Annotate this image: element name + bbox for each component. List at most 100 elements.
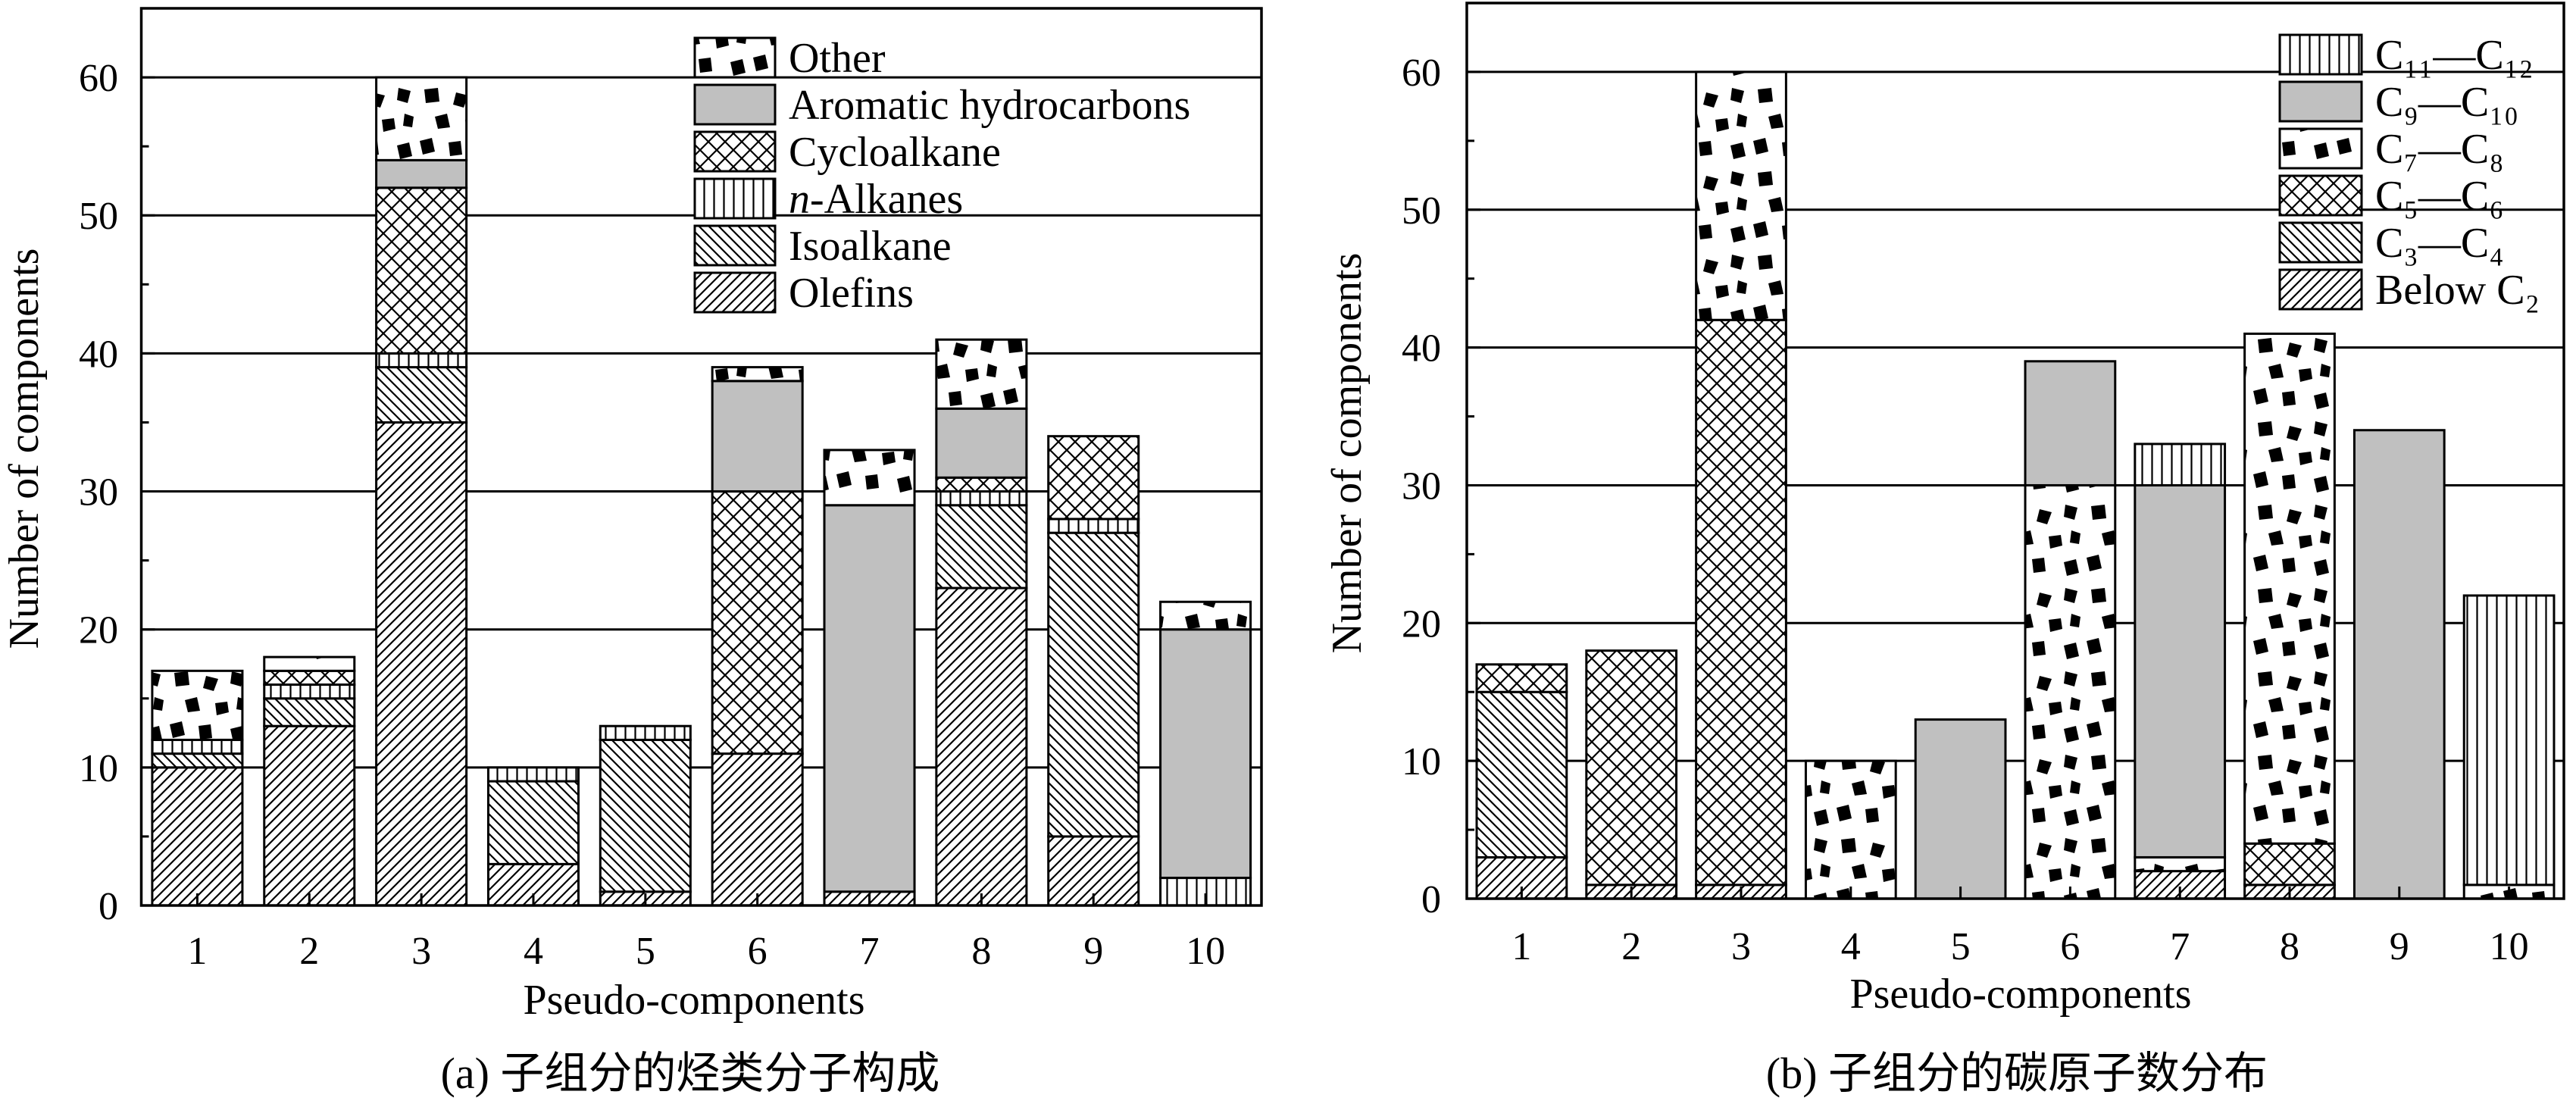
bar-segment-aromatic-hydrocarbons-7 bbox=[823, 504, 916, 893]
x-tick-label: 5 bbox=[1951, 925, 1971, 968]
bar-segment-c5-c6-1 bbox=[1475, 663, 1568, 693]
bar-segment-other-8 bbox=[935, 338, 1028, 410]
bar-segment-other-10 bbox=[1159, 600, 1252, 631]
chart-b: 1 2 3 4 5 6 7 8 9 10 0 10 20 30 40 50 60 C₁₁—C₁₂C₉—C₁₀C₇… bbox=[1324, 2, 2565, 1098]
legend-swatch-aromatic-hydrocarbons bbox=[693, 83, 777, 126]
y-tick-label: 50 bbox=[79, 195, 118, 238]
x-tick-label: 10 bbox=[2490, 925, 2529, 968]
bar-segment-n-alkanes-1 bbox=[151, 738, 244, 755]
bar-segment-isoalkane-5 bbox=[599, 738, 692, 893]
bar-segment-cycloalkane-3 bbox=[375, 186, 468, 355]
bar-segment-n-alkanes-5 bbox=[599, 724, 692, 741]
x-tick-label: 4 bbox=[1841, 925, 1861, 968]
y-tick-label: 30 bbox=[1402, 464, 1441, 508]
bar-segment-c7-c8-7 bbox=[2134, 855, 2227, 873]
y-axis-label: Number of components bbox=[1, 249, 48, 649]
legend-swatch-other bbox=[693, 36, 777, 79]
bar-segment-c7-c8-4 bbox=[1804, 759, 1897, 900]
bar-segment-n-alkanes-3 bbox=[375, 352, 468, 369]
bar-segment-c5-c6-2 bbox=[1585, 649, 1678, 887]
y-tick-label: 50 bbox=[1402, 189, 1441, 233]
bar-segment-isoalkane-1 bbox=[151, 752, 244, 769]
bar-segment-other-1 bbox=[151, 669, 244, 741]
bar-segment-aromatic-hydrocarbons-8 bbox=[935, 407, 1028, 479]
caption: (b) 子组分的碳原子数分布 bbox=[1766, 1049, 2268, 1098]
axis-layer: 1 2 3 4 5 6 7 8 9 10 0 10 20 30 40 50 60 bbox=[79, 7, 1263, 973]
y-tick-label: 40 bbox=[1402, 327, 1441, 371]
x-axis-label: Pseudo-components bbox=[523, 977, 864, 1024]
legend-swatch-n-alkanes bbox=[693, 177, 777, 220]
legend-swatch-c9-c10 bbox=[2278, 80, 2363, 123]
axis-layer: 1 2 3 4 5 6 7 8 9 10 0 10 20 30 40 50 60 bbox=[1402, 2, 2565, 968]
bar-segment-isoalkane-8 bbox=[935, 504, 1028, 590]
bar-segment-c9-c10-5 bbox=[1914, 718, 2007, 900]
y-tick-label: 60 bbox=[1402, 52, 1441, 95]
legend-label-part: -Alkanes bbox=[810, 176, 963, 223]
x-tick-label: 9 bbox=[1083, 930, 1103, 973]
y-tick-label: 0 bbox=[98, 885, 118, 928]
y-tick-label: 10 bbox=[1402, 740, 1441, 783]
bar-segment-cycloalkane-8 bbox=[935, 476, 1028, 493]
x-tick-label: 5 bbox=[636, 930, 655, 973]
bar-segment-olefins-1 bbox=[151, 766, 244, 907]
y-tick-label: 0 bbox=[1421, 878, 1441, 921]
x-tick-label: 8 bbox=[971, 930, 991, 973]
legend-label-aromatic-hydrocarbons: Aromatic hydrocarbons bbox=[789, 82, 1190, 129]
bar-segment-isoalkane-9 bbox=[1047, 531, 1140, 838]
x-tick-label: 3 bbox=[1731, 925, 1751, 968]
x-tick-label: 10 bbox=[1186, 930, 1225, 973]
x-tick-label: 6 bbox=[748, 930, 767, 973]
legend-label-n-alkanes: n-Alkanes bbox=[789, 176, 963, 223]
bar-segment-isoalkane-3 bbox=[375, 366, 468, 424]
bar-segment-n-alkanes-4 bbox=[486, 766, 580, 783]
legend-label-c9-c10: C₉—C₁₀ bbox=[2375, 79, 2518, 126]
legend-label-isoalkane: Isoalkane bbox=[789, 223, 952, 270]
legend-swatch-olefins bbox=[693, 271, 777, 314]
bar-segment-n-alkanes-9 bbox=[1047, 518, 1140, 534]
bars-layer bbox=[1475, 70, 2556, 900]
bar-segment-olefins-6 bbox=[711, 752, 804, 907]
bar-segment-olefins-3 bbox=[375, 421, 468, 907]
plot-frame bbox=[1465, 2, 2565, 900]
bar-segment-olefins-8 bbox=[935, 586, 1028, 907]
y-tick-label: 20 bbox=[79, 609, 118, 652]
legend-swatch-c7-c8 bbox=[2278, 127, 2363, 170]
legend-label-below-c2: Below C₂ bbox=[2375, 267, 2540, 314]
bar-segment-cycloalkane-6 bbox=[711, 490, 804, 755]
bar-segment-c9-c10-9 bbox=[2352, 429, 2446, 900]
legend-swatch-c5-c6 bbox=[2278, 174, 2363, 217]
y-tick-label: 10 bbox=[79, 747, 118, 790]
bar-segment-c7-c8-6 bbox=[2024, 483, 2117, 900]
bar-segment-c7-c8-8 bbox=[2243, 332, 2336, 845]
bar-segment-c3-c4-1 bbox=[1475, 690, 1568, 858]
legend-label-other: Other bbox=[789, 35, 886, 82]
caption: (a) 子组分的烃类分子构成 bbox=[441, 1049, 940, 1098]
x-tick-label: 6 bbox=[2060, 925, 2080, 968]
x-axis-label: Pseudo-components bbox=[1849, 971, 2191, 1018]
x-tick-label: 2 bbox=[1621, 925, 1641, 968]
bar-segment-cycloalkane-9 bbox=[1047, 435, 1140, 521]
bar-segment-c5-c6-3 bbox=[1695, 318, 1787, 887]
y-tick-label: 30 bbox=[79, 471, 118, 514]
x-tick-label: 7 bbox=[2170, 925, 2190, 968]
legend-swatch-c3-c4 bbox=[2278, 221, 2363, 264]
bar-segment-other-3 bbox=[375, 76, 468, 161]
x-tick-label: 1 bbox=[187, 930, 207, 973]
legend-swatch-cycloalkane bbox=[693, 130, 777, 173]
y-axis-label: Number of components bbox=[1324, 253, 1371, 654]
bar-segment-c9-c10-7 bbox=[2134, 483, 2227, 858]
bar-segment-c11-c12-7 bbox=[2134, 443, 2227, 486]
x-tick-label: 7 bbox=[860, 930, 880, 973]
legend-swatch-c11-c12 bbox=[2278, 33, 2363, 76]
x-tick-label: 1 bbox=[1512, 925, 1531, 968]
bar-segment-c7-c8-3 bbox=[1695, 70, 1787, 321]
bar-segment-below-c2-7 bbox=[2134, 870, 2227, 900]
y-tick-label: 40 bbox=[79, 333, 118, 376]
legend-label-cycloalkane: Cycloalkane bbox=[789, 129, 1001, 176]
bar-segment-other-6 bbox=[711, 366, 804, 383]
y-tick-label: 60 bbox=[79, 57, 118, 100]
bar-segment-c11-c12-10 bbox=[2462, 594, 2556, 887]
